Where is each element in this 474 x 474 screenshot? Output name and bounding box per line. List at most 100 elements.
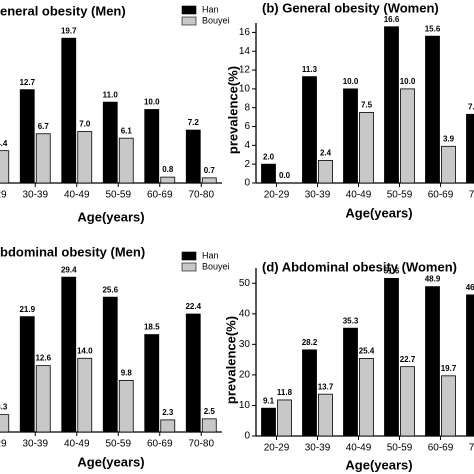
chart-title: eneral obesity (Men) [0, 3, 126, 18]
x-tick-label: 70-80 [469, 190, 474, 201]
value-label: 3.9 [443, 134, 455, 143]
value-label: 29.4 [61, 265, 77, 274]
bar [400, 366, 415, 437]
bar [185, 129, 201, 184]
value-label: 2.0 [263, 152, 275, 161]
bar [441, 375, 456, 437]
bar [19, 316, 35, 433]
y-tick-label: 12 [239, 65, 251, 76]
bar [61, 276, 77, 433]
bar [302, 76, 317, 184]
bar [277, 399, 292, 437]
y-tick-label: 6 [244, 121, 250, 132]
y-tick-label: 50 [239, 278, 251, 289]
chart-title: (d) Abdominal obesity (Women) [262, 259, 457, 274]
x-axis-label: Age(years) [345, 457, 412, 472]
value-label: 13.7 [318, 382, 334, 391]
bar [77, 131, 93, 184]
bar [144, 109, 160, 184]
value-label: 18.5 [144, 323, 160, 332]
bar [144, 334, 160, 433]
value-label: 11.8 [277, 388, 293, 397]
bar [261, 163, 276, 184]
bar [384, 277, 399, 437]
bar [425, 286, 440, 437]
legend-swatch [181, 5, 197, 15]
x-tick-label: 20-29 [264, 190, 290, 201]
value-label: 25.6 [102, 285, 118, 294]
x-tick-label: 20-29 [0, 439, 7, 450]
legend-swatch [181, 251, 197, 261]
bar [441, 145, 456, 184]
x-tick-label: 60-69 [428, 443, 454, 454]
value-label: 7.5 [361, 101, 373, 110]
legend-label: Han [202, 4, 219, 14]
y-tick-label: 30 [239, 339, 251, 350]
bar [359, 358, 374, 437]
bar [302, 349, 317, 437]
chart-title: (b) General obesity (Women) [262, 0, 439, 15]
value-label: 10.0 [400, 77, 416, 86]
value-label: 10.0 [343, 77, 359, 86]
value-label: 11.0 [103, 90, 119, 99]
bar [102, 296, 118, 433]
x-tick-label: 50-59 [105, 190, 131, 201]
x-axis-label: Age(years) [77, 454, 144, 469]
y-tick-label: 20 [239, 370, 251, 381]
value-label: 2.4 [320, 149, 332, 158]
x-tick-label: 60-69 [428, 190, 454, 201]
y-tick-label: 0 [244, 178, 250, 189]
y-tick-label: 0 [244, 431, 250, 442]
bar [0, 150, 10, 184]
legend-label: Bouyei [202, 15, 230, 25]
value-label: 12.7 [19, 78, 35, 87]
value-label: 28.2 [302, 338, 318, 347]
x-tick-label: 30-39 [305, 190, 331, 201]
chart-title: bdominal obesity (Men) [0, 244, 145, 259]
x-tick-label: 40-49 [64, 190, 90, 201]
value-label: 22.7 [400, 355, 416, 364]
bar [343, 327, 358, 437]
bar [61, 37, 77, 184]
x-tick-label: 60-69 [147, 439, 173, 450]
legend-label: Bouyei [202, 261, 230, 271]
bar [425, 35, 440, 184]
value-label: 4.4 [0, 139, 8, 148]
x-tick-label: 70-80 [188, 190, 214, 201]
value-label: 21.9 [19, 305, 35, 314]
value-label: 11.3 [302, 65, 318, 74]
x-tick-label: 50-59 [387, 443, 413, 454]
value-label: 7.2 [188, 118, 200, 127]
value-label: 19.7 [441, 364, 457, 373]
value-label: 0.8 [162, 165, 174, 174]
value-label: 10.0 [144, 98, 160, 107]
legend-swatch [181, 262, 197, 272]
value-label: 6.7 [38, 122, 50, 131]
legend-label: Han [202, 250, 219, 260]
y-tick-label: 4 [244, 140, 250, 151]
value-label: 46.2 [466, 283, 474, 292]
bar [318, 393, 333, 437]
value-label: 25.4 [359, 347, 375, 356]
value-label: 7.0 [79, 120, 91, 129]
value-label: 3.3 [0, 403, 8, 412]
bar [261, 407, 276, 437]
value-label: 6.1 [121, 126, 133, 135]
x-tick-label: 30-39 [22, 439, 48, 450]
value-label: 16.6 [384, 15, 400, 24]
bar [201, 418, 217, 433]
y-tick-label: 2 [244, 159, 250, 170]
y-tick-label: 16 [239, 27, 251, 38]
value-label: 12.6 [35, 354, 51, 363]
value-label: 9.8 [121, 368, 133, 377]
value-label: 0.0 [279, 171, 291, 180]
x-tick-label: 40-49 [346, 190, 372, 201]
x-axis-label: Age(years) [345, 205, 412, 220]
bar [35, 365, 51, 433]
y-tick-label: 40 [239, 308, 251, 319]
bar [77, 357, 93, 433]
value-label: 22.4 [185, 302, 201, 311]
x-tick-label: 70-80 [188, 439, 214, 450]
value-label: 2.3 [162, 408, 174, 417]
